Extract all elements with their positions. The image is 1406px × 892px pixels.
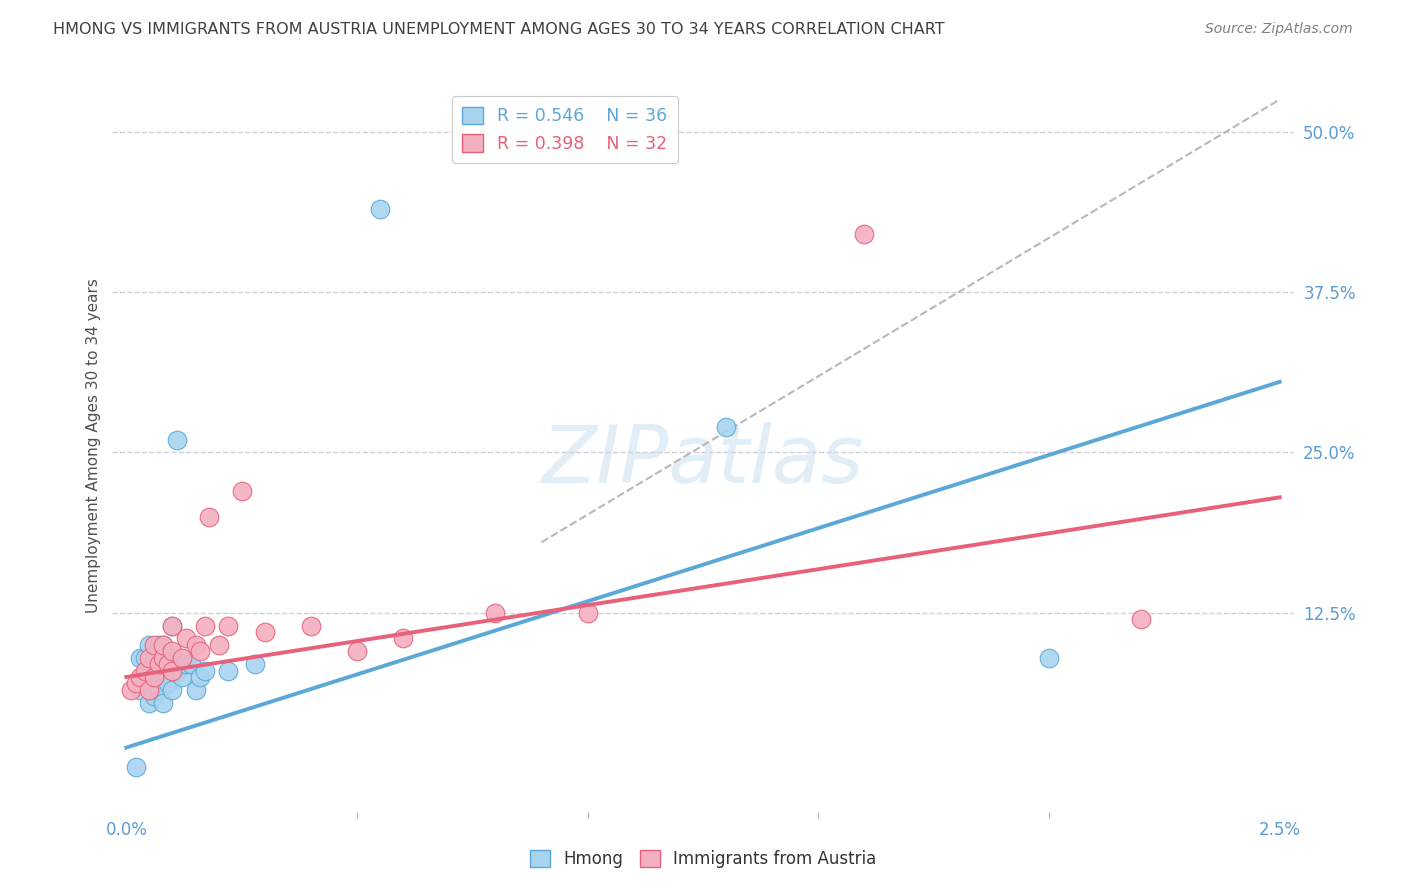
- Point: [148, 638, 170, 652]
- Point: [134, 650, 156, 665]
- Point: [124, 760, 146, 774]
- Point: [129, 682, 152, 697]
- Point: [231, 483, 253, 498]
- Point: [217, 618, 239, 632]
- Point: [134, 670, 156, 684]
- Point: [152, 664, 174, 678]
- Point: [194, 664, 217, 678]
- Legend: R = 0.546    N = 36, R = 0.398    N = 32: R = 0.546 N = 36, R = 0.398 N = 32: [451, 96, 678, 163]
- Point: [346, 644, 368, 658]
- Point: [217, 664, 239, 678]
- Point: [162, 618, 184, 632]
- Point: [174, 632, 197, 646]
- Point: [120, 682, 142, 697]
- Point: [129, 670, 152, 684]
- Point: [166, 664, 188, 678]
- Point: [138, 650, 160, 665]
- Point: [162, 682, 184, 697]
- Point: [148, 682, 170, 697]
- Text: HMONG VS IMMIGRANTS FROM AUSTRIA UNEMPLOYMENT AMONG AGES 30 TO 34 YEARS CORRELAT: HMONG VS IMMIGRANTS FROM AUSTRIA UNEMPLO…: [53, 22, 945, 37]
- Text: Source: ZipAtlas.com: Source: ZipAtlas.com: [1205, 22, 1353, 37]
- Legend: Hmong, Immigrants from Austria: Hmong, Immigrants from Austria: [523, 843, 883, 875]
- Point: [180, 657, 202, 672]
- Point: [138, 682, 160, 697]
- Point: [143, 638, 166, 652]
- Text: ZIPatlas: ZIPatlas: [541, 422, 865, 500]
- Point: [143, 690, 166, 704]
- Point: [853, 227, 876, 242]
- Point: [166, 433, 188, 447]
- Point: [156, 657, 179, 672]
- Point: [134, 664, 156, 678]
- Point: [138, 664, 160, 678]
- Point: [576, 606, 599, 620]
- Y-axis label: Unemployment Among Ages 30 to 34 years: Unemployment Among Ages 30 to 34 years: [86, 278, 101, 614]
- Point: [148, 657, 170, 672]
- Point: [174, 657, 197, 672]
- Point: [152, 638, 174, 652]
- Point: [152, 638, 174, 652]
- Point: [1038, 650, 1060, 665]
- Point: [143, 670, 166, 684]
- Point: [207, 638, 229, 652]
- Point: [138, 638, 160, 652]
- Point: [198, 509, 221, 524]
- Point: [162, 618, 184, 632]
- Point: [299, 618, 322, 632]
- Point: [188, 644, 211, 658]
- Point: [162, 650, 184, 665]
- Point: [152, 650, 174, 665]
- Point: [129, 650, 152, 665]
- Point: [1130, 612, 1153, 626]
- Point: [392, 632, 415, 646]
- Point: [143, 650, 166, 665]
- Point: [184, 638, 207, 652]
- Point: [162, 644, 184, 658]
- Point: [194, 618, 217, 632]
- Point: [184, 682, 207, 697]
- Point: [143, 670, 166, 684]
- Point: [368, 202, 391, 216]
- Point: [245, 657, 267, 672]
- Point: [156, 657, 179, 672]
- Point: [152, 696, 174, 710]
- Point: [156, 676, 179, 690]
- Point: [138, 676, 160, 690]
- Point: [188, 670, 211, 684]
- Point: [714, 419, 737, 434]
- Point: [148, 664, 170, 678]
- Point: [138, 696, 160, 710]
- Point: [484, 606, 506, 620]
- Point: [162, 664, 184, 678]
- Point: [124, 676, 146, 690]
- Point: [253, 625, 276, 640]
- Point: [170, 670, 193, 684]
- Point: [170, 650, 193, 665]
